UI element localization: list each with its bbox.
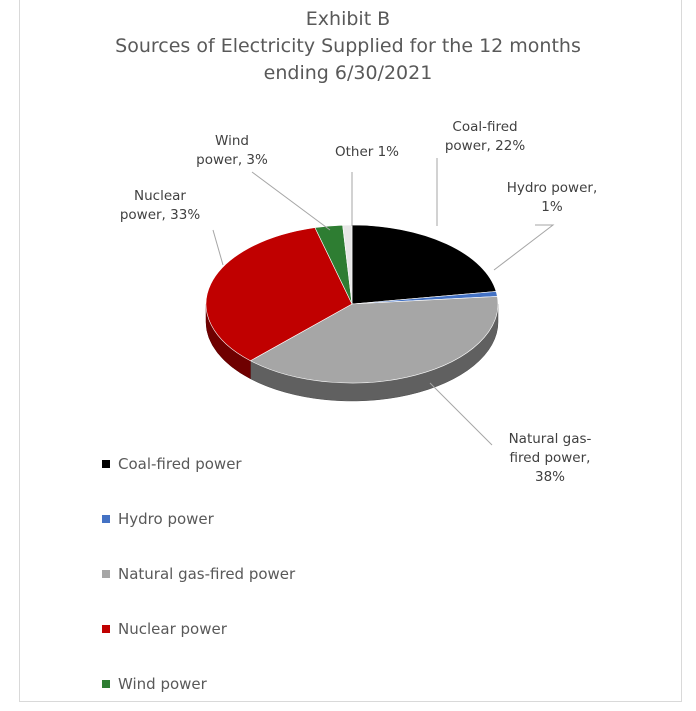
chart-title-line-3: ending 6/30/2021 — [263, 62, 433, 84]
chart-title-line-2: Sources of Electricity Supplied for the … — [115, 35, 581, 57]
chart-legend: Coal-fired power Hydro power Natural gas… — [102, 436, 422, 711]
leader-line-natural-gas-fired-power — [429, 382, 493, 446]
data-label-nuclear-power-line-2: power, 33% — [120, 207, 200, 223]
leader-line-nuclear-power — [212, 229, 224, 266]
legend-label-coal: Coal-fired power — [118, 454, 242, 473]
chart-title-line-1: Exhibit B — [305, 8, 391, 30]
legend-label-natural-gas: Natural gas-fired power — [118, 564, 296, 583]
data-label-hydro-power-line-1: Hydro power, — [507, 180, 598, 196]
pie-slice-coal-fired-power — [351, 224, 497, 305]
legend-item-wind: Wind power — [102, 656, 422, 711]
data-label-other-line-1: Other 1% — [335, 144, 399, 160]
data-label-natural-gas-fired-power-line-1: Natural gas- — [509, 431, 592, 447]
legend-item-nuclear: Nuclear power — [102, 601, 422, 656]
data-label-hydro-power-line-2: 1% — [541, 199, 563, 215]
legend-swatch-wind — [102, 679, 110, 688]
data-label-wind-power-line-1: Wind — [215, 133, 249, 149]
data-label-natural-gas-fired-power-line-3: 38% — [535, 469, 565, 485]
legend-swatch-nuclear — [102, 624, 110, 633]
legend-swatch-natural-gas — [102, 569, 110, 578]
pie-slice-natural-gas-fired-power — [249, 296, 499, 384]
leader-line-wind-power — [251, 171, 331, 231]
data-label-coal-fired-power-line-2: power, 22% — [445, 138, 525, 154]
legend-item-natural-gas: Natural gas-fired power — [102, 546, 422, 601]
legend-item-hydro: Hydro power — [102, 491, 422, 546]
chart-title: Exhibit B Sources of Electricity Supplie… — [0, 6, 696, 87]
legend-item-coal: Coal-fired power — [102, 436, 422, 491]
data-label-wind-power-line-2: power, 3% — [196, 152, 268, 168]
data-label-coal-fired-power-line-1: Coal-fired — [452, 119, 517, 135]
pie-slice-nuclear-power — [205, 227, 353, 362]
data-label-nuclear-power-line-1: Nuclear — [134, 188, 186, 204]
leader-line-hydro-power — [493, 224, 555, 271]
data-label-natural-gas-fired-power-line-2: fired power, — [510, 450, 591, 466]
legend-swatch-coal — [102, 459, 110, 468]
legend-label-hydro: Hydro power — [118, 509, 214, 528]
legend-label-nuclear: Nuclear power — [118, 619, 227, 638]
legend-label-wind: Wind power — [118, 674, 207, 693]
legend-swatch-hydro — [102, 514, 110, 523]
